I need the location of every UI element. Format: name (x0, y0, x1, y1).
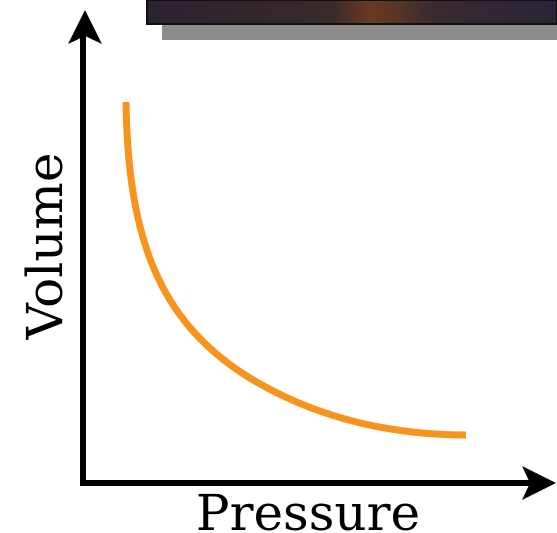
curve (126, 102, 466, 435)
y-axis-label: Volume (16, 153, 74, 341)
page: {"diagram": {"y_axis_label": "Volume", "… (0, 0, 557, 533)
x-axis-label: Pressure (196, 484, 420, 533)
image-strip (147, 0, 557, 24)
diagram: Volume Pressure (0, 0, 557, 533)
